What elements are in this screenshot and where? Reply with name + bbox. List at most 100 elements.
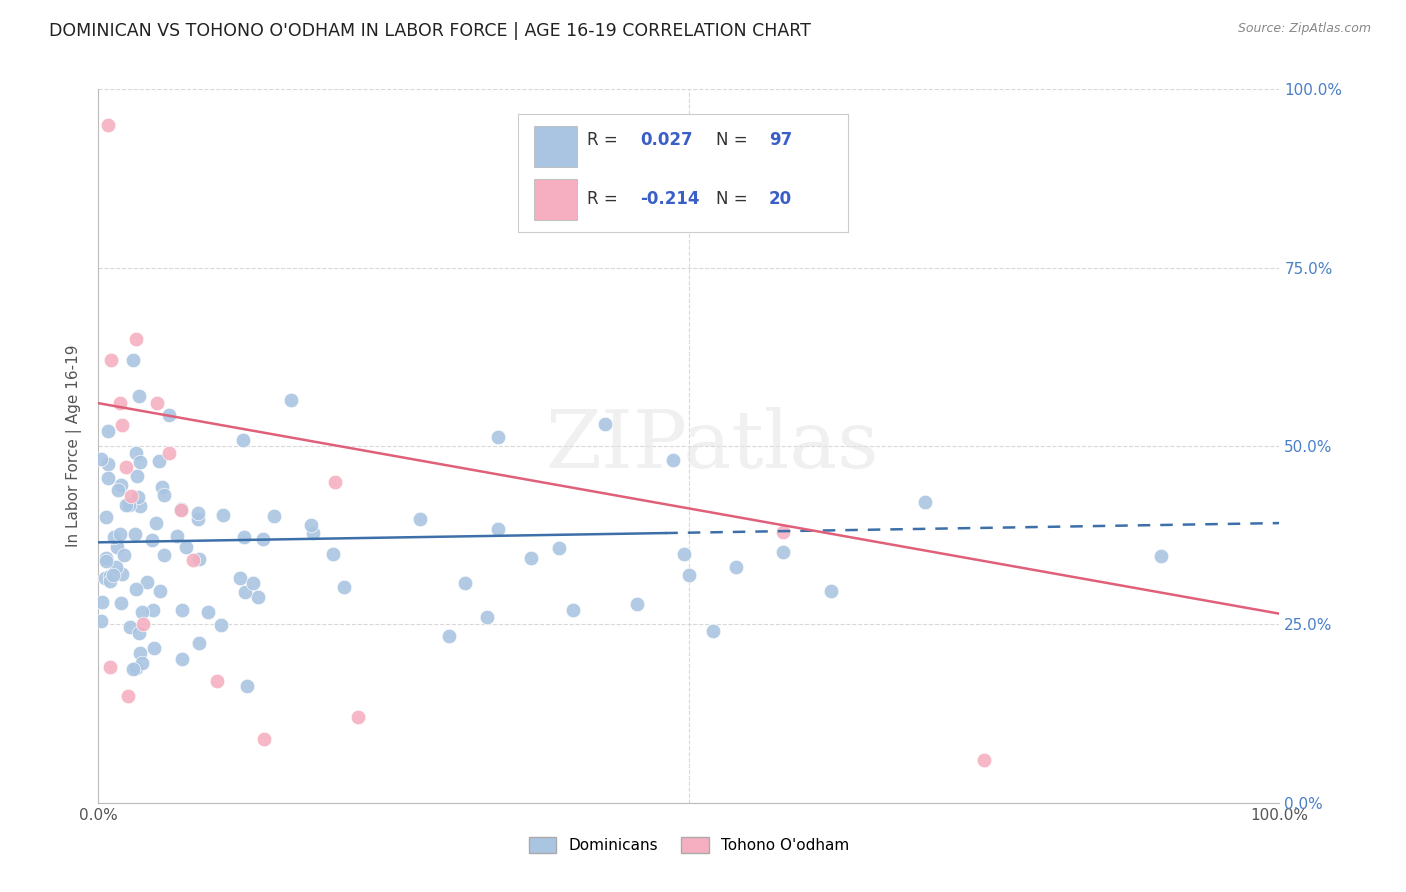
Point bbox=[233, 530, 256, 544]
Point bbox=[548, 541, 571, 555]
Point bbox=[673, 548, 696, 562]
Point bbox=[103, 530, 125, 544]
Point bbox=[236, 679, 259, 693]
Point bbox=[153, 488, 176, 502]
Point bbox=[170, 603, 193, 617]
Point bbox=[114, 460, 136, 475]
Point bbox=[246, 590, 269, 604]
Point bbox=[187, 512, 209, 526]
Point bbox=[263, 508, 285, 523]
Point bbox=[166, 528, 188, 542]
Point bbox=[148, 454, 170, 468]
Point bbox=[142, 603, 165, 617]
Point bbox=[146, 396, 169, 410]
Point bbox=[914, 495, 936, 509]
Point bbox=[135, 574, 157, 589]
Point bbox=[143, 640, 166, 655]
Point bbox=[181, 553, 204, 567]
Point bbox=[118, 620, 141, 634]
Point bbox=[90, 452, 112, 467]
Point bbox=[90, 614, 112, 628]
Point bbox=[486, 522, 509, 536]
Point bbox=[127, 491, 149, 505]
Point bbox=[593, 417, 616, 432]
Point bbox=[678, 568, 700, 582]
Point bbox=[124, 527, 146, 541]
Point bbox=[332, 580, 354, 594]
Point bbox=[105, 540, 128, 554]
Point bbox=[229, 571, 252, 585]
Point bbox=[149, 584, 172, 599]
Point bbox=[94, 551, 117, 566]
Point bbox=[454, 575, 477, 590]
Point bbox=[111, 567, 134, 582]
Point bbox=[302, 525, 325, 540]
Point bbox=[98, 568, 121, 582]
Point bbox=[110, 596, 132, 610]
Point bbox=[661, 452, 683, 467]
Point bbox=[486, 430, 509, 444]
Point bbox=[111, 417, 134, 432]
Point bbox=[209, 617, 232, 632]
Point bbox=[172, 652, 194, 666]
Point bbox=[129, 455, 152, 469]
Point bbox=[187, 506, 209, 520]
Point bbox=[141, 533, 163, 547]
Point bbox=[128, 389, 150, 403]
Point bbox=[725, 560, 748, 574]
Point bbox=[157, 446, 180, 460]
Point bbox=[117, 689, 139, 703]
Text: ZIPatlas: ZIPatlas bbox=[546, 407, 879, 485]
Point bbox=[91, 595, 114, 609]
Point bbox=[626, 597, 648, 611]
Point bbox=[110, 527, 132, 541]
Point bbox=[107, 483, 129, 498]
Point bbox=[131, 605, 153, 619]
Point bbox=[820, 583, 842, 598]
Point bbox=[197, 605, 219, 619]
Point bbox=[232, 433, 254, 447]
Point bbox=[93, 571, 115, 585]
Point bbox=[105, 559, 128, 574]
Point bbox=[347, 710, 370, 724]
Point bbox=[702, 624, 724, 639]
Point bbox=[112, 548, 135, 562]
Text: DOMINICAN VS TOHONO O'ODHAM IN LABOR FORCE | AGE 16-19 CORRELATION CHART: DOMINICAN VS TOHONO O'ODHAM IN LABOR FOR… bbox=[49, 22, 811, 40]
Point bbox=[170, 502, 193, 516]
Point bbox=[115, 499, 138, 513]
Point bbox=[322, 548, 344, 562]
Point bbox=[187, 552, 209, 566]
Point bbox=[121, 489, 143, 503]
Point bbox=[97, 458, 120, 472]
Point bbox=[772, 524, 794, 539]
Point bbox=[125, 469, 148, 483]
Point bbox=[187, 636, 209, 650]
Point bbox=[125, 446, 148, 460]
Point bbox=[252, 532, 274, 546]
Point bbox=[242, 576, 264, 591]
Point bbox=[125, 661, 148, 675]
Point bbox=[409, 511, 432, 525]
Point bbox=[211, 508, 233, 522]
Point bbox=[97, 424, 120, 438]
Point bbox=[96, 554, 118, 568]
Point bbox=[145, 516, 167, 530]
Point bbox=[174, 540, 197, 554]
Point bbox=[772, 545, 794, 559]
Point bbox=[122, 353, 145, 368]
Point bbox=[128, 626, 150, 640]
Point bbox=[477, 610, 499, 624]
Point bbox=[323, 475, 346, 489]
Point bbox=[150, 480, 173, 494]
Point bbox=[98, 574, 121, 588]
Point bbox=[132, 617, 155, 632]
Point bbox=[100, 353, 122, 368]
Point bbox=[118, 498, 141, 512]
Point bbox=[253, 731, 276, 746]
Point bbox=[110, 478, 132, 492]
Point bbox=[129, 646, 152, 660]
Point bbox=[108, 396, 131, 410]
Point bbox=[129, 499, 152, 513]
Point bbox=[131, 657, 153, 671]
Point bbox=[101, 567, 124, 582]
